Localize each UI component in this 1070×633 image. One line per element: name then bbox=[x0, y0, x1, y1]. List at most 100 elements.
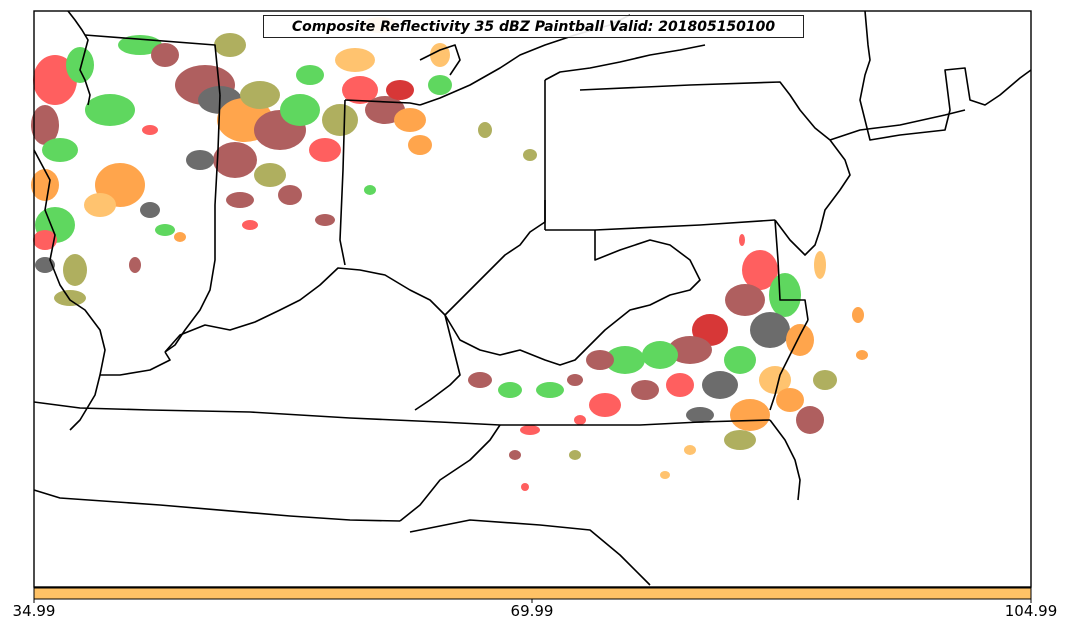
paintball-blob bbox=[813, 370, 837, 390]
paintball-blob bbox=[66, 47, 94, 83]
west-virginia-boundary bbox=[444, 230, 701, 366]
paintball-blob bbox=[54, 290, 86, 306]
nc-sc-boundary bbox=[409, 519, 651, 586]
paintball-blob bbox=[84, 193, 116, 217]
virginia-kentucky-boundary bbox=[414, 314, 461, 411]
ohio-michigan-line bbox=[344, 99, 421, 106]
paintball-blob bbox=[856, 350, 868, 360]
paintball-blob bbox=[142, 125, 158, 135]
paintball-blob bbox=[315, 214, 335, 226]
paintball-blob bbox=[759, 366, 791, 394]
paintball-blob bbox=[814, 251, 826, 279]
paintball-blob bbox=[786, 324, 814, 356]
new-jersey-coast bbox=[774, 139, 851, 256]
paintball-blob bbox=[242, 220, 258, 230]
paintball-blob bbox=[660, 471, 670, 479]
paintball-blob bbox=[724, 430, 756, 450]
paintball-blob bbox=[742, 250, 778, 290]
paintball-blob bbox=[214, 33, 246, 57]
paintball-blob bbox=[536, 382, 564, 398]
paintball-blob bbox=[151, 43, 179, 67]
kentucky-tennessee-boundary bbox=[33, 401, 771, 426]
delmarva-coast bbox=[769, 319, 809, 411]
paintball-blob bbox=[521, 483, 529, 491]
paintball-blob bbox=[430, 43, 450, 67]
paintball-blob bbox=[567, 374, 583, 386]
paintball-blob bbox=[730, 399, 770, 431]
paintball-blob bbox=[468, 372, 492, 388]
paintball-blob bbox=[750, 312, 790, 348]
paintball-blob bbox=[31, 105, 59, 145]
paintball-blob bbox=[702, 371, 738, 399]
new-england-boundaries bbox=[859, 10, 1032, 141]
mississippi-river bbox=[33, 149, 106, 431]
paintball-blob bbox=[776, 388, 804, 412]
paintball-blob bbox=[309, 138, 341, 162]
colorbar bbox=[33, 587, 1032, 600]
paintball-blob bbox=[278, 185, 302, 205]
paintball-blob bbox=[686, 407, 714, 423]
paintball-blob bbox=[725, 284, 765, 316]
paintball-blob bbox=[586, 350, 614, 370]
paintball-blob bbox=[589, 393, 621, 417]
paintball-blob bbox=[569, 450, 581, 460]
lake-ontario-shore bbox=[544, 44, 706, 81]
paintball-blob bbox=[186, 150, 214, 170]
paintball-blob bbox=[642, 341, 678, 369]
kentucky-west bbox=[100, 351, 171, 376]
paintball-blob bbox=[280, 94, 320, 126]
indiana-ohio-boundary bbox=[339, 99, 346, 266]
colorbar-label-mid: 69.99 bbox=[510, 602, 554, 620]
paintball-blob bbox=[428, 75, 452, 95]
colorbar-label-max: 104.99 bbox=[1004, 602, 1058, 620]
paintball-blob bbox=[364, 185, 376, 195]
north-carolina-boundary bbox=[399, 424, 501, 522]
paintball-blob bbox=[42, 138, 78, 162]
pennsylvania-south-border bbox=[545, 219, 776, 231]
map-title-box: Composite Reflectivity 35 dBZ Paintball … bbox=[263, 15, 804, 38]
lake-michigan-shore bbox=[67, 10, 91, 106]
paintball-blob bbox=[33, 230, 57, 250]
paintball-blob bbox=[605, 346, 645, 374]
paintball-blob bbox=[155, 224, 175, 236]
paintball-blob bbox=[240, 81, 280, 109]
paintball-blob bbox=[852, 307, 864, 323]
paintball-blob bbox=[724, 346, 756, 374]
paintball-blob bbox=[509, 450, 521, 460]
tennessee-south-border bbox=[33, 489, 401, 522]
paintball-blob bbox=[322, 104, 358, 136]
paintball-blob bbox=[386, 80, 414, 100]
paintball-blob bbox=[394, 108, 426, 132]
paintball-blob bbox=[254, 163, 286, 187]
paintball-blob bbox=[85, 94, 135, 126]
nc-coast bbox=[769, 419, 801, 501]
map-background bbox=[34, 11, 1031, 587]
paintball-blob bbox=[574, 415, 586, 425]
paintball-blob bbox=[31, 169, 59, 201]
paintball-blob bbox=[226, 192, 254, 208]
paintball-blob bbox=[129, 257, 141, 273]
paintball-blob bbox=[140, 202, 160, 218]
paintball-blob bbox=[666, 373, 694, 397]
paintball-blob bbox=[174, 232, 186, 242]
new-york-pennsylvania-boundary bbox=[579, 81, 831, 141]
paintball-blob bbox=[631, 380, 659, 400]
paintball-blob bbox=[33, 55, 77, 105]
paintball-blob bbox=[63, 254, 87, 286]
map-border bbox=[33, 10, 1032, 588]
paintball-blob bbox=[796, 406, 824, 434]
ohio-river bbox=[164, 200, 546, 353]
maryland-delaware-boundary bbox=[774, 219, 809, 321]
paintball-blob bbox=[408, 135, 432, 155]
paintball-blob bbox=[520, 425, 540, 435]
paintball-blob bbox=[739, 234, 745, 246]
paintball-blob bbox=[213, 142, 257, 178]
paintball-blob bbox=[684, 445, 696, 455]
paintball-layer bbox=[31, 17, 868, 491]
state-boundaries bbox=[33, 10, 1032, 586]
paintball-blob bbox=[335, 48, 375, 72]
paintball-blob bbox=[769, 273, 801, 317]
paintball-blob bbox=[478, 122, 492, 138]
paintball-blob bbox=[296, 65, 324, 85]
